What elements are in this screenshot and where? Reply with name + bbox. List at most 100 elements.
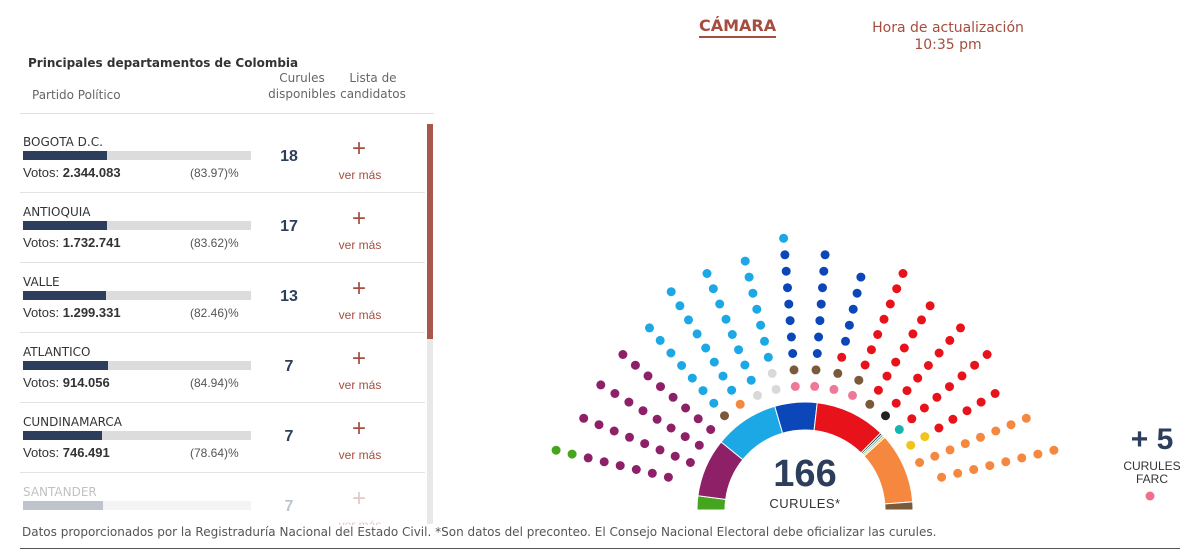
seat-dot — [740, 360, 750, 370]
seat-dot — [898, 269, 908, 278]
seat-dot — [891, 357, 901, 367]
seat-dot — [784, 299, 794, 309]
chamber-title[interactable]: CÁMARA — [699, 16, 777, 38]
expand-plus-icon[interactable]: + — [351, 205, 366, 232]
seat-dot — [718, 371, 728, 381]
seat-dot — [976, 432, 985, 442]
seat-dot — [645, 323, 654, 333]
seat-dot — [962, 406, 972, 416]
seat-dot — [783, 283, 792, 293]
seat-dot — [670, 451, 680, 461]
seat-dot — [1001, 457, 1011, 467]
department-name: SANTANDER — [23, 485, 97, 499]
seat-dot — [815, 316, 825, 326]
seat-dot — [1017, 453, 1027, 463]
seat-dot — [638, 406, 648, 416]
hemicycle-chart — [551, 233, 1155, 511]
see-more-link[interactable]: ver más — [338, 378, 382, 392]
department-name: CUNDINAMARCA — [23, 415, 122, 429]
seat-dot — [708, 284, 718, 294]
seat-dot — [873, 330, 883, 339]
seat-dot — [1033, 449, 1043, 459]
seat-dot — [624, 397, 634, 407]
seat-dot — [594, 420, 604, 430]
see-more-link[interactable]: ver más — [338, 448, 382, 462]
farc-seat-dot — [1145, 491, 1155, 501]
see-more-link[interactable]: ver más — [338, 238, 382, 252]
expand-plus-icon[interactable]: + — [351, 275, 366, 302]
seat-dot — [599, 457, 609, 467]
seat-dot — [810, 381, 820, 391]
seat-dot — [948, 414, 958, 424]
seat-dot — [675, 301, 685, 311]
seat-dot — [866, 345, 876, 355]
expand-plus-icon[interactable]: + — [351, 485, 366, 512]
seat-dot — [748, 288, 758, 298]
column-header-candidates: Lista de candidatos — [340, 71, 406, 101]
seat-dot — [685, 458, 695, 467]
seat-dot — [925, 301, 935, 311]
seat-dot — [681, 403, 691, 413]
seat-dot — [753, 390, 762, 400]
seat-dot — [985, 461, 995, 471]
department-row: BOGOTA D.C. Votos: 2.344.083 (83.97)% 18… — [20, 123, 425, 193]
seat-dot — [816, 299, 826, 309]
seat-dot — [709, 357, 719, 367]
department-row: CUNDINAMARCA Votos: 746.491 (78.64)% 7 +… — [20, 403, 425, 473]
department-percentage: (78.64)% — [190, 446, 239, 460]
seat-dot — [873, 385, 883, 395]
seat-dot — [854, 375, 864, 385]
seat-dot — [715, 299, 725, 309]
seat-dot — [655, 335, 665, 345]
see-more-link[interactable]: ver más — [338, 168, 382, 182]
seat-dot — [631, 465, 641, 474]
scrollbar-thumb[interactable] — [427, 124, 433, 339]
source-note: Datos proporcionados por la Registradurí… — [22, 525, 937, 539]
seat-dot — [865, 399, 875, 409]
seat-dot — [920, 432, 930, 442]
seat-dot — [656, 382, 665, 392]
seat-dot — [976, 397, 986, 407]
list-scrollbar[interactable] — [427, 124, 433, 524]
department-seats: 13 — [280, 288, 298, 305]
header-divider — [20, 113, 434, 114]
department-seats: 7 — [284, 428, 294, 445]
expand-plus-icon[interactable]: + — [351, 415, 366, 442]
seat-dot — [945, 382, 954, 392]
seat-dot — [694, 440, 704, 450]
seat-dot — [551, 445, 561, 455]
seat-dot — [668, 392, 678, 402]
seat-dot — [596, 380, 606, 390]
farc-seats-number: + 5 — [1130, 423, 1174, 456]
see-more-link[interactable]: ver más — [338, 518, 382, 525]
seat-dot — [852, 288, 862, 298]
seat-dot — [687, 373, 697, 383]
department-row: ANTIOQUIA Votos: 1.732.741 (83.62)% 17 +… — [20, 193, 425, 263]
seat-dot — [734, 345, 744, 355]
department-progress-bar — [23, 151, 251, 160]
seat-dot — [693, 414, 703, 424]
department-progress-bar — [23, 361, 251, 370]
seat-dot — [786, 332, 796, 342]
seat-dot — [848, 390, 857, 400]
seat-dot — [706, 425, 716, 434]
department-name: ATLANTICO — [23, 345, 91, 359]
seat-dot — [663, 472, 673, 482]
seat-dot — [917, 315, 926, 325]
seat-dot — [812, 349, 822, 358]
seat-dot — [879, 314, 889, 324]
expand-plus-icon[interactable]: + — [351, 135, 366, 162]
seat-dot — [990, 389, 1000, 398]
expand-plus-icon[interactable]: + — [351, 345, 366, 372]
seat-dot — [684, 315, 693, 325]
seat-dot — [652, 414, 662, 424]
seat-dot — [891, 398, 901, 408]
department-votes: Votos: 2.344.083 — [23, 165, 121, 180]
seat-dot — [957, 371, 967, 381]
department-progress-bar — [23, 501, 251, 510]
see-more-link[interactable]: ver más — [338, 308, 382, 322]
seat-dot — [819, 266, 829, 276]
seat-dot — [740, 256, 750, 266]
seat-dot — [763, 352, 773, 362]
seat-dot — [882, 371, 892, 381]
